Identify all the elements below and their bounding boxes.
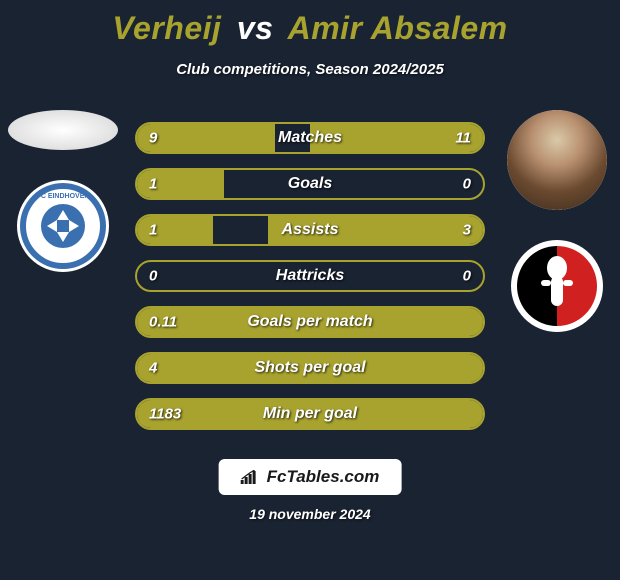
brand-text: FcTables.com: [267, 467, 380, 487]
stat-row: 4 Shots per goal: [135, 352, 485, 384]
stat-label: Goals per match: [247, 313, 372, 331]
stat-value-left: 1: [149, 176, 157, 193]
stat-row: 1 3 Assists: [135, 214, 485, 246]
player2-name: Amir Absalem: [288, 10, 508, 46]
stat-row: 0.11 Goals per match: [135, 306, 485, 338]
player2-photo-icon: [507, 110, 607, 210]
left-column: FC EINDHOVEN: [8, 110, 118, 272]
comparison-title: Verheij vs Amir Absalem: [0, 0, 620, 47]
stat-label: Shots per goal: [254, 359, 365, 377]
stat-label: Min per goal: [263, 405, 357, 423]
stat-value-left: 1: [149, 222, 157, 239]
stat-value-left: 0: [149, 268, 157, 285]
stat-row: 1 0 Goals: [135, 168, 485, 200]
player1-avatar: [8, 110, 118, 150]
player2-avatar: [507, 110, 607, 210]
player1-club-logo: FC EINDHOVEN: [17, 180, 109, 272]
right-column: [502, 110, 612, 332]
helmond-sport-icon: [511, 240, 603, 332]
stat-value-left: 0.11: [149, 314, 177, 331]
bar-chart-icon: [241, 470, 259, 484]
stat-value-right: 0: [463, 176, 471, 193]
player2-club-logo: [511, 240, 603, 332]
stat-value-left: 9: [149, 130, 157, 147]
stat-label: Assists: [282, 221, 339, 239]
vs-label: vs: [237, 10, 274, 46]
player1-name: Verheij: [112, 10, 221, 46]
stat-value-left: 1183: [149, 406, 181, 423]
svg-text:FC EINDHOVEN: FC EINDHOVEN: [37, 193, 90, 200]
date-label: 19 november 2024: [249, 506, 370, 522]
stat-value-right: 0: [463, 268, 471, 285]
stat-row: 9 11 Matches: [135, 122, 485, 154]
stat-row: 1183 Min per goal: [135, 398, 485, 430]
stat-label: Hattricks: [276, 267, 344, 285]
stat-label: Matches: [278, 129, 342, 147]
fc-eindhoven-icon: FC EINDHOVEN: [17, 180, 109, 272]
stat-value-right: 11: [455, 130, 471, 147]
stat-row: 0 0 Hattricks: [135, 260, 485, 292]
stat-fill-left: [137, 124, 275, 152]
stat-bars: 9 11 Matches 1 0 Goals 1 3 Assists 0 0 Hattricks 0.1…: [135, 122, 485, 430]
subtitle: Club competitions, Season 2024/2025: [0, 61, 620, 78]
stat-value-left: 4: [149, 360, 157, 377]
stat-label: Goals: [288, 175, 332, 193]
brand-pill: FcTables.com: [219, 459, 402, 495]
stat-value-right: 3: [463, 222, 471, 239]
